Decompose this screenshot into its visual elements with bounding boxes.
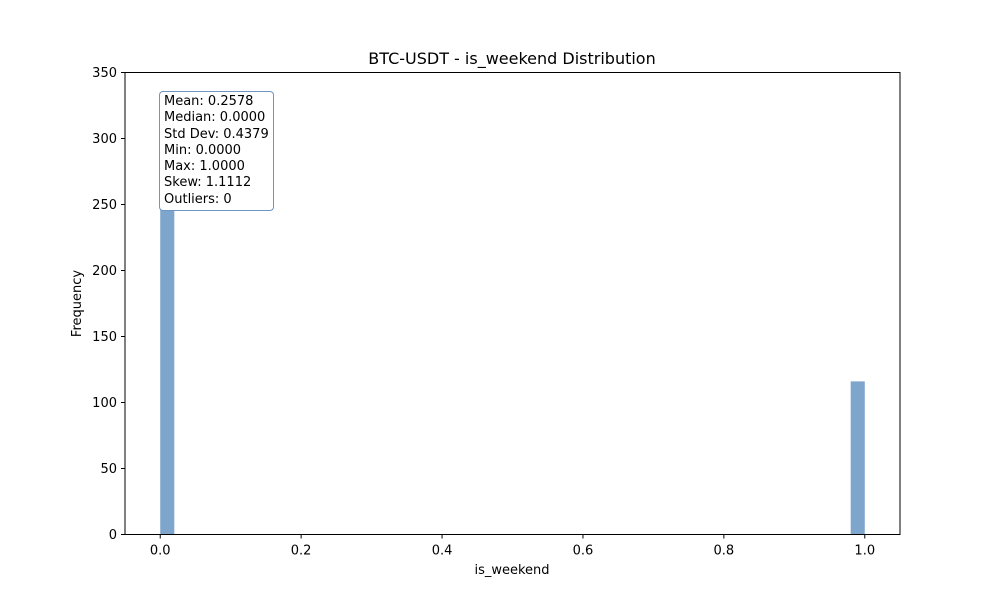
stat-mean: Mean: 0.2578 xyxy=(164,94,254,109)
y-tick-label: 50 xyxy=(100,462,117,477)
x-axis-label: is_weekend xyxy=(474,563,549,578)
stat-std-dev: Std Dev: 0.4379 xyxy=(164,126,269,142)
stat-skew: Skew: 1.1112 xyxy=(164,175,252,191)
y-tick-label: 200 xyxy=(92,264,117,279)
plot-frame xyxy=(124,72,901,535)
y-tick-label: 350 xyxy=(92,66,117,81)
x-tick-label: 0.0 xyxy=(150,544,171,559)
stat-max: Max: 1.0000 xyxy=(164,159,245,175)
stat-min: Min: 0.0000 xyxy=(164,142,242,158)
x-tick-label: 1.0 xyxy=(854,544,875,559)
y-tick-label: 0 xyxy=(109,528,117,543)
stat-median: Median: 0.0000 xyxy=(164,110,266,126)
y-axis-ticks: 0 50 100 150 200 250 300 350 xyxy=(92,66,125,543)
x-tick-label: 0.6 xyxy=(573,544,594,559)
y-tick-label: 100 xyxy=(92,396,117,411)
x-tick-label: 0.4 xyxy=(432,544,453,559)
x-tick-label: 0.2 xyxy=(291,544,312,559)
y-tick-label: 150 xyxy=(92,330,117,345)
x-tick-label: 0.8 xyxy=(714,544,735,559)
y-tick-label: 250 xyxy=(92,198,117,213)
stats-annotation-box: Mean: 0.2578 Median: 0.0000 Std Dev: 0.4… xyxy=(159,91,274,212)
chart-title: BTC-USDT - is_weekend Distribution xyxy=(368,49,655,69)
x-axis-ticks: 0.0 0.2 0.4 0.6 0.8 1.0 xyxy=(150,534,875,559)
y-tick-label: 300 xyxy=(92,132,117,147)
stat-outliers: Outliers: 0 xyxy=(164,191,232,207)
y-axis-label: Frequency xyxy=(70,270,85,337)
histogram-bar-1 xyxy=(850,381,865,535)
